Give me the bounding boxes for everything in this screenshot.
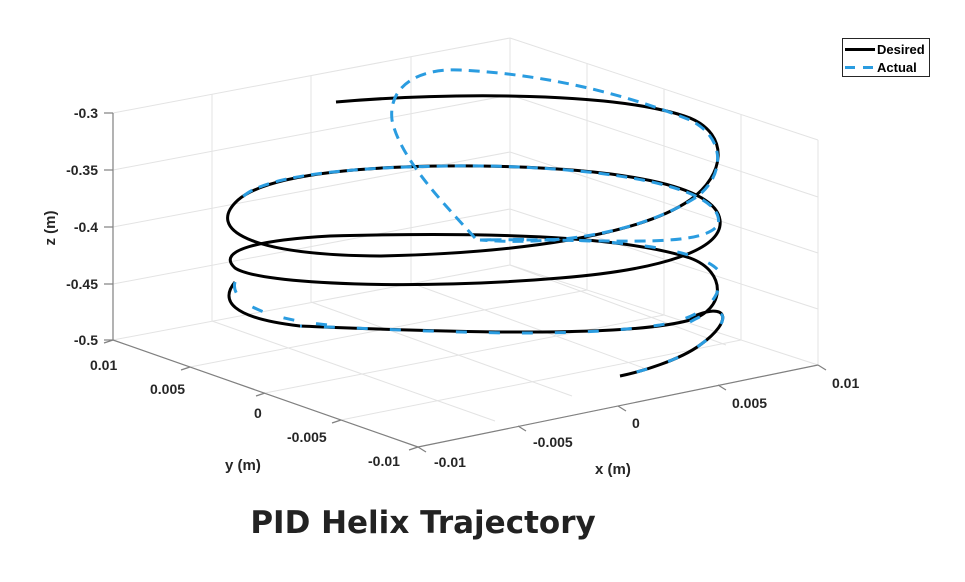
y-tick-label: 0 [254,405,262,421]
y-axis-label: y (m) [225,457,261,474]
z-tick-label: -0.4 [74,219,98,235]
dashed-line-icon [845,65,875,69]
z-tick-label: -0.45 [66,276,98,292]
chart-legend: Desired Actual [842,38,930,77]
x-tick-label: 0 [632,415,640,431]
z-tick-label: -0.5 [74,332,98,348]
solid-line-icon [845,47,875,51]
legend-label: Desired [877,41,925,57]
legend-item-desired: Desired [845,40,925,58]
z-tick-label: -0.35 [66,162,98,178]
actual-trajectory-line [238,68,721,243]
z-tick-label: -0.3 [74,105,98,121]
y-tick-label: -0.01 [368,453,400,469]
legend-item-actual: Actual [845,58,917,76]
y-tick-label: 0.005 [150,381,185,397]
x-axis-label: x (m) [595,461,631,478]
axis-lines [103,112,827,453]
grid-lines [112,37,819,448]
desired-trajectory-line [226,94,725,378]
legend-label: Actual [877,59,917,75]
y-tick-label: -0.005 [287,429,327,445]
z-axis-label: z (m) [42,211,59,246]
x-tick-label: 0.005 [732,395,767,411]
y-tick-label: 0.01 [90,357,117,373]
x-tick-label: 0.01 [832,375,859,391]
x-tick-label: -0.005 [533,434,573,450]
chart-title: PID Helix Trajectory [250,505,596,541]
x-tick-label: -0.01 [434,454,466,470]
actual-trajectory-line [232,237,725,378]
